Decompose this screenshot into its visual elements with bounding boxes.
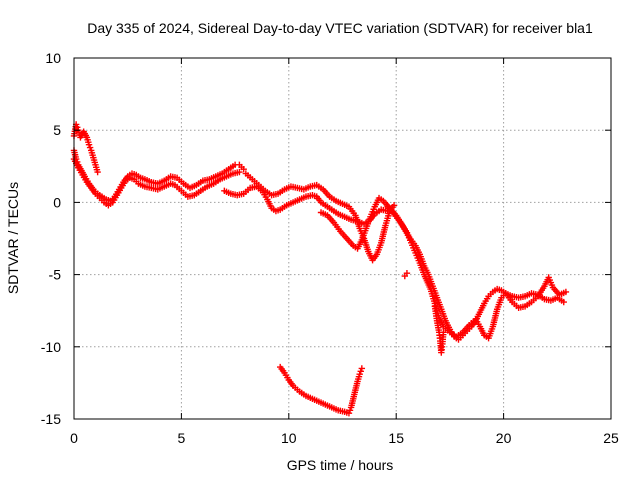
y-tick-label: 0: [53, 194, 61, 210]
data-point-marker: [85, 141, 93, 148]
x-tick-label: 15: [388, 430, 404, 446]
data-point-marker: [345, 410, 353, 417]
data-point-marker: [346, 407, 354, 414]
x-tick-label: 20: [496, 430, 512, 446]
plot-frame: [73, 57, 612, 420]
data-point-marker: [240, 165, 247, 173]
x-tick-label: 25: [603, 430, 619, 446]
data-point-marker: [94, 168, 101, 176]
x-tick-label: 10: [281, 430, 297, 446]
y-tick-label: -15: [41, 411, 61, 427]
x-tick-labels: 0 5 10 15 20 25: [70, 430, 619, 446]
data-point-marker: [560, 298, 567, 306]
data-point-marker: [440, 329, 447, 336]
data-point-marker: [356, 371, 363, 378]
y-tick-label: -10: [41, 339, 61, 355]
x-tick-label: 0: [70, 430, 78, 446]
data-point-marker: [74, 124, 81, 131]
x-axis-label: GPS time / hours: [287, 457, 394, 473]
axis-ticks: [73, 57, 612, 420]
data-point-marker: [562, 288, 570, 296]
y-tick-labels: 10 5 0 -5 -10 -15: [41, 50, 61, 427]
y-tick-label: 5: [53, 122, 61, 138]
data-point-marker: [390, 202, 398, 209]
data-point-marker: [358, 365, 366, 372]
y-tick-label: 10: [45, 50, 61, 66]
x-tick-label: 5: [178, 430, 186, 446]
y-axis-label: SDTVAR / TECUs: [5, 182, 21, 294]
data-marks: [70, 121, 570, 417]
y-tick-label: -5: [49, 267, 62, 283]
data-point-marker: [236, 168, 243, 176]
chart-title: Day 335 of 2024, Sidereal Day-to-day VTE…: [87, 20, 593, 36]
data-point-marker: [86, 144, 94, 151]
grid-lines: [74, 58, 611, 419]
data-point-marker: [403, 269, 411, 277]
data-point-marker: [357, 368, 364, 375]
